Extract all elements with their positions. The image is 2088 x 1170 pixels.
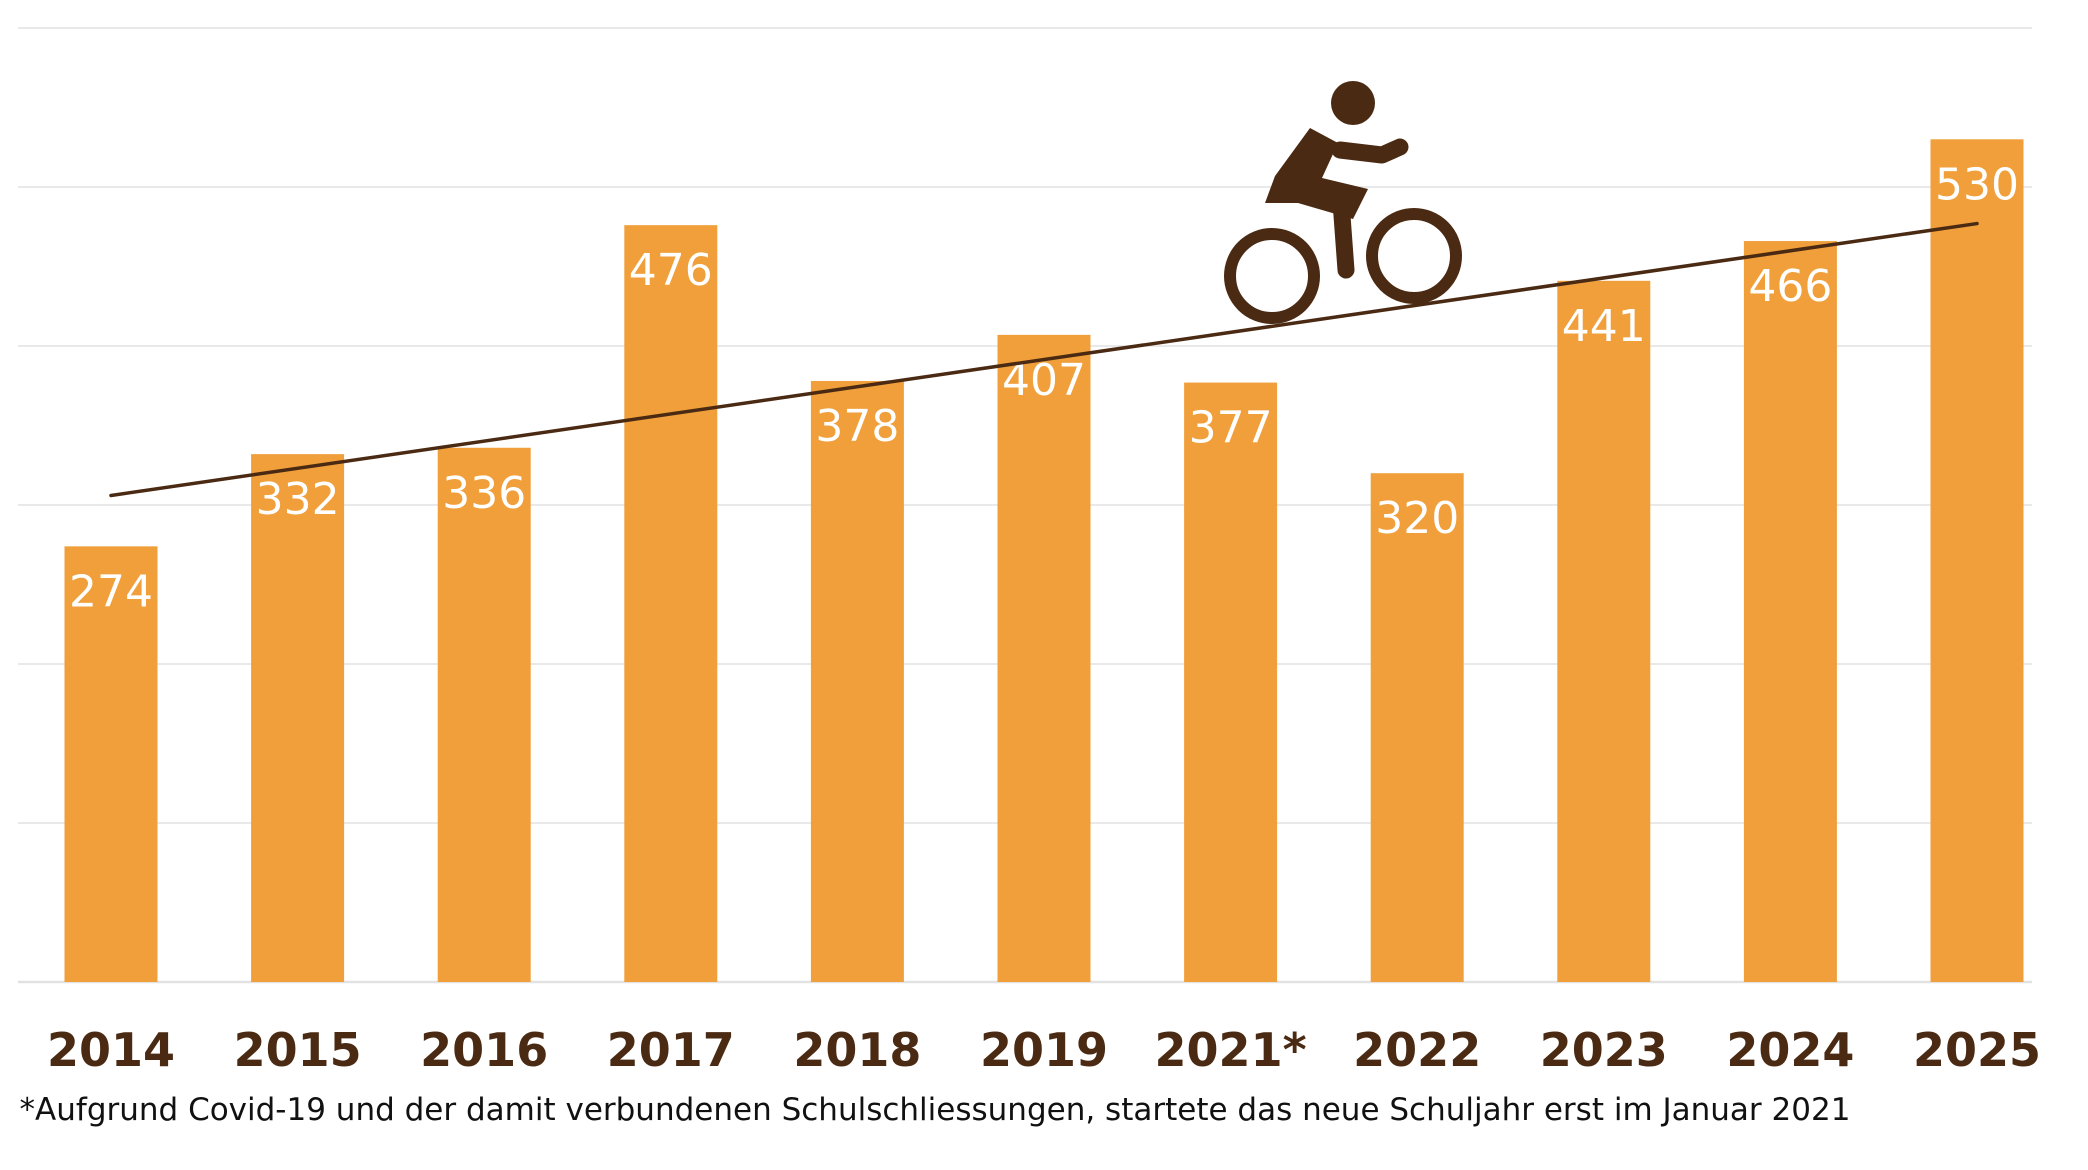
value-label: 274 — [69, 566, 153, 617]
value-label: 378 — [815, 401, 899, 452]
category-label: 2019 — [980, 1023, 1108, 1077]
bar — [997, 334, 1091, 982]
value-label: 476 — [629, 245, 713, 296]
value-label: 530 — [1935, 159, 2019, 210]
bar — [251, 454, 345, 982]
value-label: 320 — [1375, 493, 1459, 544]
category-label: 2025 — [1913, 1023, 2041, 1077]
category-labels: 2014 2015 2016 2017 2018 2019 2021* 2022 2023 202… — [47, 1023, 2041, 1077]
category-label: 2023 — [1540, 1023, 1668, 1077]
category-label: 2022 — [1353, 1023, 1481, 1077]
bar — [624, 225, 718, 982]
value-label: 336 — [442, 468, 526, 519]
bar — [1930, 139, 2024, 983]
category-label: 2014 — [47, 1023, 175, 1077]
value-label: 466 — [1748, 261, 1832, 312]
cyclist-icon — [1224, 81, 1462, 324]
category-label: 2018 — [793, 1023, 921, 1077]
bar — [1743, 241, 1837, 982]
bars — [64, 139, 2024, 983]
value-label: 377 — [1189, 403, 1273, 454]
category-label: 2021* — [1155, 1023, 1307, 1077]
category-label: 2017 — [607, 1023, 735, 1077]
footnote: *Aufgrund Covid-19 und der damit verbund… — [19, 1092, 1851, 1128]
bar — [1184, 382, 1278, 982]
value-label: 332 — [256, 474, 340, 525]
bar — [1557, 280, 1651, 982]
bar — [64, 546, 158, 982]
category-label: 2016 — [420, 1023, 548, 1077]
category-label: 2024 — [1726, 1023, 1854, 1077]
bar — [1370, 473, 1464, 982]
category-label: 2015 — [234, 1023, 362, 1077]
bar — [810, 380, 904, 983]
bar — [437, 447, 531, 982]
value-label: 441 — [1562, 301, 1646, 352]
trendline — [109, 221, 1979, 498]
